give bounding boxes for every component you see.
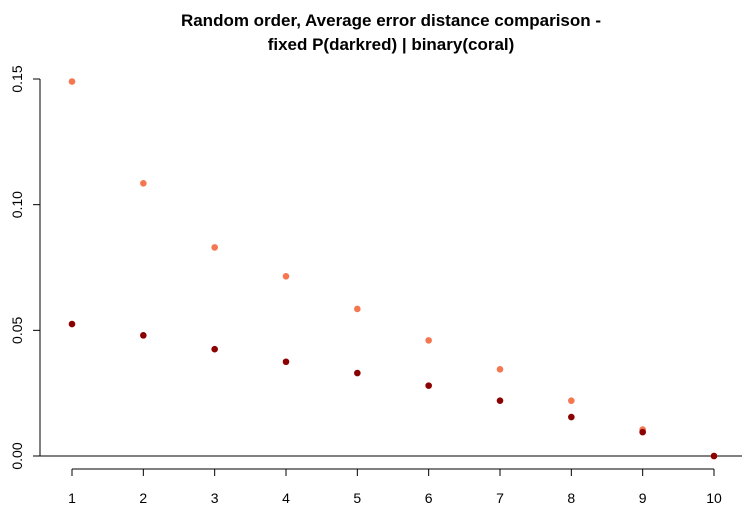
series-1	[68, 78, 718, 460]
y-tick-label: 0.10	[9, 191, 25, 218]
x-tick-label: 2	[139, 490, 147, 506]
data-point	[282, 358, 290, 366]
data-point	[211, 244, 218, 251]
y-tick-label: 0.15	[9, 65, 25, 92]
x-tick-label: 3	[211, 490, 219, 506]
x-tick-label: 7	[496, 490, 504, 506]
data-point	[354, 369, 361, 377]
data-point	[568, 397, 575, 405]
data-point	[140, 180, 147, 187]
chart-title: Random order, Average error distance com…	[181, 11, 601, 54]
x-tick-label: 8	[567, 490, 575, 506]
series-2	[68, 320, 718, 460]
y-tick-label: 0.05	[9, 316, 25, 343]
data-point	[568, 413, 575, 421]
data-point	[710, 452, 718, 460]
data-point	[496, 365, 504, 373]
data-point	[68, 78, 76, 85]
chart-title-line-2: fixed P(darkred) | binary(coral)	[268, 35, 515, 54]
chart-title-line-1: Random order, Average error distance com…	[181, 11, 601, 30]
data-point	[68, 320, 76, 328]
data-point	[282, 272, 290, 280]
x-tick-label: 10	[706, 490, 722, 506]
data-point	[211, 345, 218, 353]
x-tick-label: 6	[425, 490, 433, 506]
x-tick-label: 4	[282, 490, 290, 506]
data-point	[425, 382, 432, 389]
data-point	[425, 337, 432, 344]
data-points	[68, 78, 718, 460]
x-tick-label: 9	[639, 490, 647, 506]
x-tick-label: 5	[353, 490, 361, 506]
data-point	[496, 397, 504, 405]
data-point	[639, 428, 646, 436]
data-point	[354, 305, 361, 313]
x-axis: 1 2 3 4 5 6 7 8 9 10	[40, 455, 742, 506]
data-point	[140, 332, 147, 339]
y-axis: 0.00 0.05 0.10 0.15	[9, 65, 41, 470]
x-tick-label: 1	[68, 490, 76, 506]
y-tick-label: 0.00	[9, 442, 25, 469]
